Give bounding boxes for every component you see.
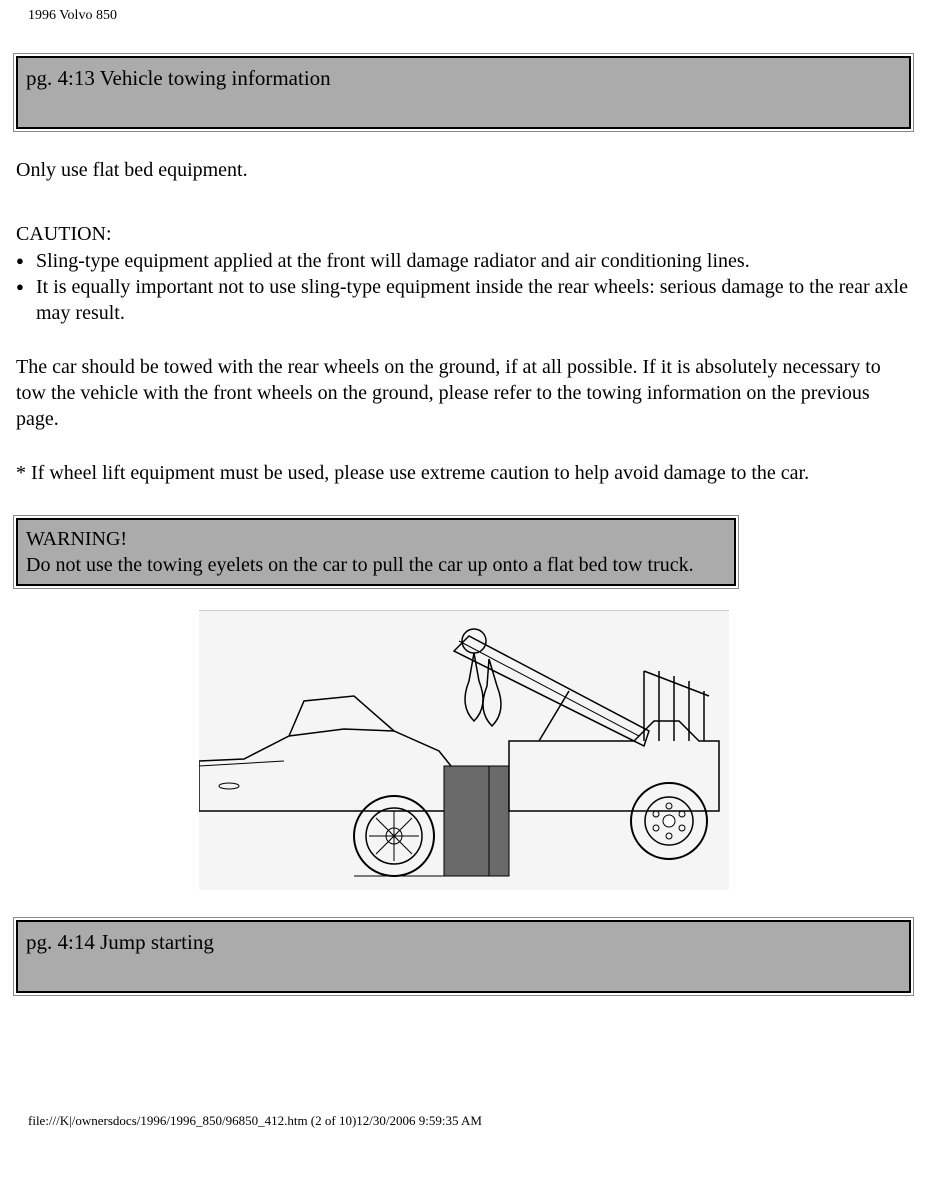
towing-instructions-text: The car should be towed with the rear wh… [0, 354, 927, 432]
caution-section: CAUTION: Sling-type equipment applied at… [0, 223, 927, 326]
warning-box: WARNING! Do not use the towing eyelets o… [16, 518, 736, 586]
equipment-text: Only use flat bed equipment. [0, 157, 927, 183]
tow-truck-illustration [199, 611, 729, 891]
caution-bullet-item: It is equally important not to use sling… [16, 274, 911, 326]
caution-bullet-list: Sling-type equipment applied at the fron… [16, 248, 911, 326]
wheel-lift-text: * If wheel lift equipment must be used, … [0, 460, 927, 486]
page-header: 1996 Volvo 850 [0, 0, 927, 32]
page-footer: file:///K|/ownersdocs/1996/1996_850/9685… [0, 1113, 927, 1129]
section-header-towing: pg. 4:13 Vehicle towing information [16, 56, 911, 129]
towing-diagram [199, 610, 729, 890]
section-header-jump: pg. 4:14 Jump starting [16, 920, 911, 993]
warning-label: WARNING! [26, 528, 127, 550]
warning-text: Do not use the towing eyelets on the car… [26, 554, 694, 576]
caution-bullet-item: Sling-type equipment applied at the fron… [16, 248, 911, 274]
diagram-container [0, 610, 927, 896]
caution-label: CAUTION: [16, 223, 911, 246]
